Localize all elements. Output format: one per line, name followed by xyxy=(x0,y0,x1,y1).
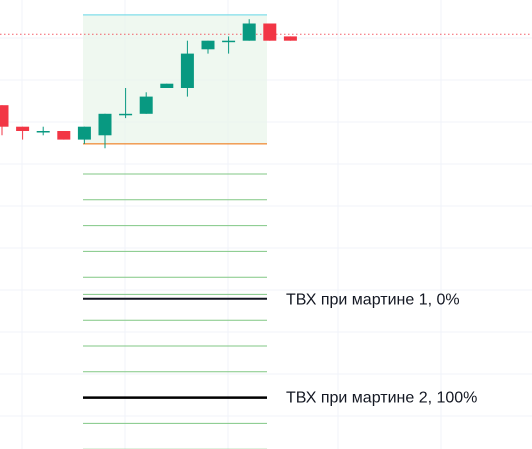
marker-label-martin-2: ТВХ при мартине 2, 100% xyxy=(286,390,477,407)
candle-body xyxy=(180,53,194,88)
candle-down[interactable] xyxy=(16,126,30,140)
candle-down[interactable] xyxy=(57,131,71,140)
candle-down[interactable] xyxy=(0,105,9,136)
candle-body xyxy=(222,40,236,43)
candle-up[interactable] xyxy=(201,40,215,54)
candle-body xyxy=(16,126,30,131)
candle-body xyxy=(139,96,153,114)
candle-up[interactable] xyxy=(77,126,91,144)
candle-up[interactable] xyxy=(98,113,112,149)
candle-body xyxy=(119,113,133,116)
candle-body xyxy=(201,40,215,50)
candle-body xyxy=(283,36,297,41)
candle-down[interactable] xyxy=(283,36,297,41)
candle-body xyxy=(57,131,71,140)
candle-up[interactable] xyxy=(119,88,133,119)
candle-body xyxy=(36,131,50,133)
candle-up[interactable] xyxy=(139,92,153,114)
candle-down[interactable] xyxy=(263,23,277,41)
candle-up[interactable] xyxy=(180,40,194,97)
candle-body xyxy=(160,83,174,88)
candle-body xyxy=(98,113,112,136)
candle-up[interactable] xyxy=(160,83,174,88)
candle-up[interactable] xyxy=(242,19,256,41)
candles[interactable] xyxy=(0,19,297,149)
candle-body xyxy=(77,126,91,140)
candle-body xyxy=(0,105,9,127)
candle-up[interactable] xyxy=(36,126,50,136)
candle-body xyxy=(263,23,277,41)
marker-label-martin-1: ТВХ при мартине 1, 0% xyxy=(286,292,460,309)
target-zone xyxy=(83,14,267,144)
candle-up[interactable] xyxy=(222,36,236,54)
candle-body xyxy=(242,23,256,41)
